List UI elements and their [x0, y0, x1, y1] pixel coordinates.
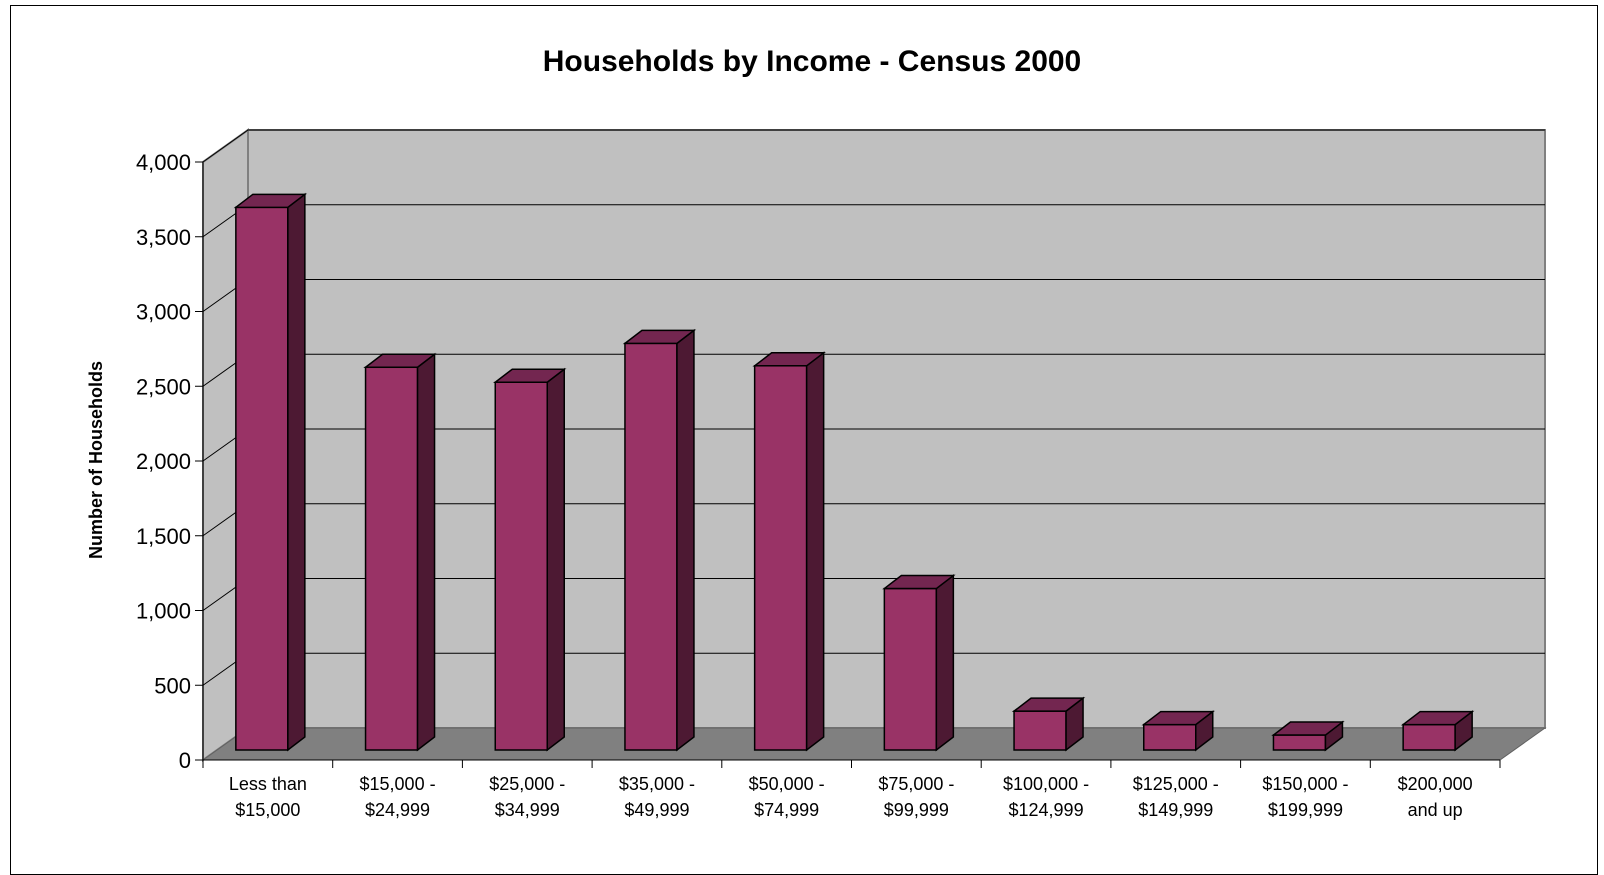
y-tick-label: 3,500	[136, 225, 191, 250]
x-tick-label-line: $200,000	[1398, 774, 1473, 794]
y-tick-label: 2,500	[136, 374, 191, 399]
x-tick-label-line: $35,000 -	[619, 774, 695, 794]
x-tick-label: $75,000 - $99,999	[878, 774, 954, 820]
bar-top	[233, 193, 308, 209]
bar-top	[363, 353, 437, 369]
y-tick-label: 2,000	[136, 449, 191, 474]
y-tick-label: 3,000	[136, 300, 191, 325]
bar	[1141, 710, 1215, 752]
bar-side	[935, 574, 955, 752]
x-tick-label-line: $125,000 -	[1133, 774, 1219, 794]
y-tick-labels: 0 500 1,000 1,500 2,000 2,500 3,000 3,500 4,000	[136, 150, 203, 773]
y-tick-label: 500	[154, 673, 191, 698]
bar-top	[752, 352, 826, 367]
bar-front	[1402, 723, 1456, 751]
x-tick-label-line: $24,999	[365, 800, 430, 820]
x-tick-label-line: $199,999	[1268, 800, 1343, 820]
x-tick-label: $150,000 - $199,999	[1262, 774, 1348, 820]
bar	[233, 192, 308, 752]
bar	[1271, 720, 1345, 752]
y-tick-label: 0	[179, 748, 191, 773]
bar-top	[1011, 697, 1086, 712]
x-tick-label: $35,000 - $49,999	[619, 774, 695, 820]
x-tick-label: $200,000 and up	[1398, 774, 1473, 820]
x-tick-label: $100,000 - $124,999	[1003, 774, 1089, 820]
y-axis-label: Number of Households	[86, 361, 106, 559]
bar-side	[287, 192, 306, 752]
bar-front	[1013, 710, 1067, 751]
x-tick-label: $50,000 - $74,999	[749, 774, 825, 820]
x-tick-label-line: $15,000	[235, 800, 300, 820]
bar	[1011, 696, 1086, 752]
x-tick-label-line: $50,000 -	[749, 774, 825, 794]
bar-top	[882, 574, 956, 590]
x-tick-label-line: $99,999	[884, 800, 949, 820]
x-tick-label: $125,000 - $149,999	[1133, 774, 1219, 820]
bar-front	[1143, 723, 1197, 751]
x-tick-label-line: $34,999	[495, 800, 560, 820]
x-tick-label-line: $75,000 -	[878, 774, 954, 794]
bar	[622, 328, 697, 752]
x-tick-label-line: $25,000 -	[489, 774, 565, 794]
x-tick-label-line: and up	[1408, 800, 1463, 820]
bar-front	[624, 342, 678, 751]
bar-top	[493, 368, 567, 383]
x-tick-label: $15,000 - $24,999	[360, 774, 436, 820]
bar-top	[622, 329, 697, 345]
bar	[1400, 710, 1475, 752]
bar	[363, 352, 437, 752]
bar-top	[1271, 721, 1345, 736]
x-tick-label: $25,000 - $34,999	[489, 774, 565, 820]
bars	[233, 192, 1475, 752]
bar-top	[1141, 710, 1215, 726]
x-tick-labels: Less than $15,000 $15,000 - $24,999 $25,000 …	[229, 774, 1473, 820]
y-tick-label: 1,500	[136, 524, 191, 549]
bar-front	[235, 206, 289, 751]
bar-side	[416, 352, 436, 752]
bar-front	[883, 587, 938, 751]
gridline	[202, 129, 1545, 163]
bar	[882, 574, 956, 752]
bar-front	[1272, 734, 1327, 751]
bar-top	[1400, 710, 1475, 726]
chart-title: Households by Income - Census 2000	[543, 45, 1082, 78]
bar	[493, 367, 567, 752]
x-tick-label-line: $124,999	[1009, 800, 1084, 820]
bar	[752, 351, 826, 752]
x-tick-label-line: $49,999	[624, 800, 689, 820]
x-tick-label-line: $74,999	[754, 800, 819, 820]
y-tick-label: 1,000	[136, 599, 191, 624]
x-tick-label-line: $15,000 -	[360, 774, 436, 794]
bar-front	[753, 365, 808, 751]
bar-side	[805, 351, 825, 752]
bar-side	[676, 328, 695, 752]
x-tick-label-line: $150,000 -	[1262, 774, 1348, 794]
bar-front	[494, 381, 548, 751]
x-tick-label-line: Less than	[229, 774, 307, 794]
x-tick-label-line: $100,000 -	[1003, 774, 1089, 794]
x-tick-label-line: $149,999	[1138, 800, 1213, 820]
bar-front	[364, 366, 419, 751]
y-tick-label: 4,000	[136, 150, 191, 175]
bar-side	[546, 367, 565, 752]
x-tick-label: Less than $15,000	[229, 774, 307, 820]
